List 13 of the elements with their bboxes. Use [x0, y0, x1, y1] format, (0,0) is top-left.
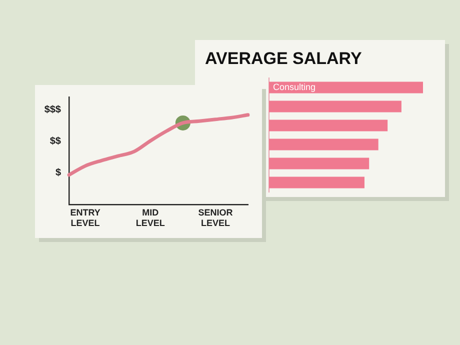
bar — [269, 138, 378, 150]
y-tick-label: Consulting — [273, 82, 316, 92]
bar — [269, 176, 364, 188]
x-tick-label: SENIOR LEVEL — [198, 207, 234, 228]
bar — [269, 158, 370, 170]
text: $ — [55, 168, 62, 179]
x-tick-label: MID LEVEL — [136, 207, 166, 228]
text: $$$ — [44, 104, 62, 116]
text: $$ — [50, 136, 62, 148]
x-tick-label: ENTRY LEVEL — [70, 207, 100, 228]
chart-title: AVERAGE SALARY — [205, 49, 362, 69]
bar — [269, 120, 388, 132]
bar — [269, 100, 402, 112]
